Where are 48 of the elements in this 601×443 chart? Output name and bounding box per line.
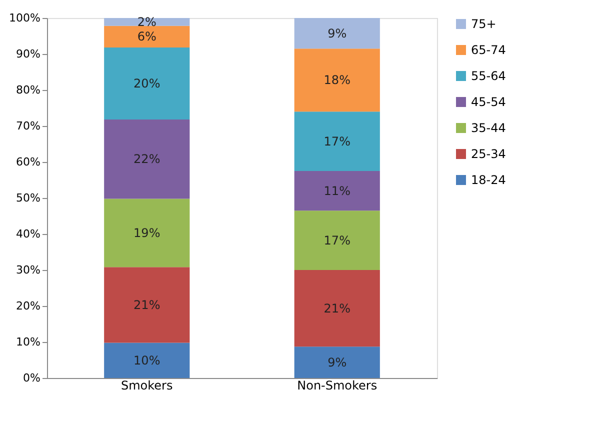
- y-tick-label: 80%: [16, 84, 40, 96]
- bar: [104, 120, 190, 199]
- legend-label: 65-74: [471, 43, 506, 57]
- bar: [104, 267, 190, 343]
- bar: [294, 112, 380, 171]
- data-label: 20%: [134, 76, 160, 91]
- data-label: 21%: [324, 301, 350, 316]
- y-tick-label: 10%: [16, 336, 40, 348]
- x-tick-label: Non-Smokers: [297, 378, 378, 392]
- data-label: 11%: [324, 184, 350, 198]
- data-label: 9%: [328, 26, 347, 40]
- x-tick-label: Smokers: [121, 378, 173, 392]
- legend-label: 18-24: [471, 173, 506, 187]
- y-tick-label: 50%: [16, 192, 40, 204]
- data-label: 17%: [324, 134, 350, 148]
- bar: [294, 210, 380, 270]
- data-label: 9%: [328, 355, 347, 370]
- bar: [104, 48, 190, 120]
- data-label: 2%: [137, 14, 156, 29]
- y-tick-label: 0%: [23, 372, 40, 384]
- y-tick-label: 70%: [16, 120, 40, 132]
- legend-label: 25-34: [471, 147, 506, 161]
- bar: [294, 270, 380, 347]
- legend-label: 45-54: [471, 95, 506, 109]
- data-label: 19%: [134, 226, 160, 240]
- bar: [294, 48, 380, 112]
- bar: [294, 171, 380, 211]
- data-label: 10%: [134, 353, 160, 368]
- y-tick-label: 60%: [16, 156, 40, 168]
- bar: [104, 18, 190, 26]
- data-label: 21%: [134, 298, 160, 312]
- legend-label: 35-44: [471, 121, 506, 135]
- bar: [104, 26, 190, 48]
- bar: [294, 346, 380, 378]
- data-label: 6%: [137, 30, 156, 44]
- legend-label: 55-64: [471, 69, 506, 83]
- data-label: 18%: [324, 73, 350, 88]
- y-tick-label: 90%: [16, 48, 40, 60]
- legend-label: 75+: [471, 17, 496, 31]
- bar: [104, 342, 190, 378]
- y-tick-label: 100%: [9, 12, 40, 24]
- bar: [294, 18, 380, 49]
- bar: [104, 198, 190, 268]
- y-tick-label: 30%: [16, 264, 40, 276]
- y-tick-label: 20%: [16, 300, 40, 312]
- y-tick-label: 40%: [16, 228, 40, 240]
- data-label: 17%: [324, 233, 350, 248]
- data-label: 22%: [134, 152, 160, 166]
